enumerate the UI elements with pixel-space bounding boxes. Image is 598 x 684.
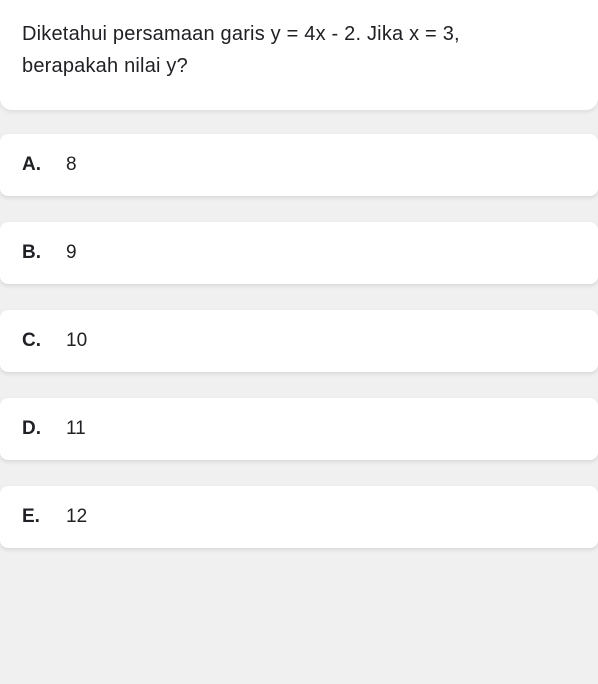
question-text: Diketahui persamaan garis y = 4x - 2. Ji…: [22, 18, 576, 82]
option-letter: B.: [22, 242, 66, 264]
option-letter: A.: [22, 154, 66, 176]
option-d[interactable]: D. 11: [0, 398, 598, 460]
option-value: 11: [66, 418, 86, 440]
question-line-2: berapakah nilai y?: [22, 55, 188, 77]
option-letter: C.: [22, 330, 66, 352]
question-card: Diketahui persamaan garis y = 4x - 2. Ji…: [0, 0, 598, 110]
question-line-1: Diketahui persamaan garis y = 4x - 2. Ji…: [22, 23, 460, 45]
options-container: A. 8 B. 9 C. 10 D. 11 E. 12: [0, 134, 598, 548]
option-b[interactable]: B. 9: [0, 222, 598, 284]
option-c[interactable]: C. 10: [0, 310, 598, 372]
option-a[interactable]: A. 8: [0, 134, 598, 196]
option-value: 12: [66, 506, 87, 528]
option-e[interactable]: E. 12: [0, 486, 598, 548]
option-letter: E.: [22, 506, 66, 528]
option-value: 8: [66, 154, 77, 176]
option-value: 10: [66, 330, 87, 352]
option-letter: D.: [22, 418, 66, 440]
option-value: 9: [66, 242, 77, 264]
